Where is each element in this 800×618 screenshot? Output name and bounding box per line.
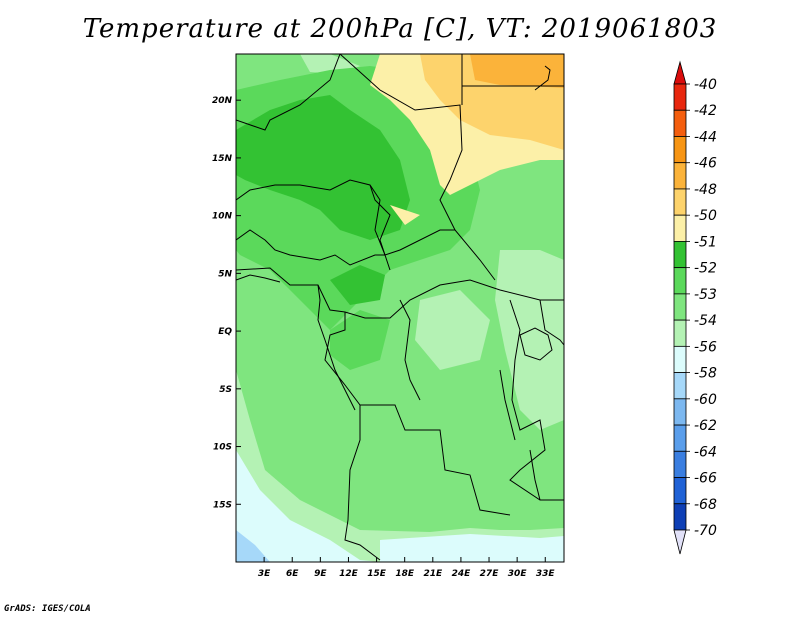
colorbar-label: -52 xyxy=(694,261,717,277)
colorbar-swatch xyxy=(673,477,687,505)
coastline-gulf xyxy=(236,274,281,283)
lat-tick-label: 10S xyxy=(213,443,232,453)
latitude-axis: 20N 15N 10N 5N EQ 5S 10S 15S xyxy=(212,96,241,510)
boundary-line-10 xyxy=(369,184,391,271)
colorbar: -40 -42 -44 -46 -48 -50 -51 -52 -53 -54 -56 -58 -60 -… xyxy=(673,60,717,555)
colorbar-label: -54 xyxy=(694,313,717,329)
lat-tick-label: 15S xyxy=(213,500,232,510)
grads-credit: GrADS: IGES/COLA xyxy=(4,604,91,614)
country-boundaries xyxy=(236,54,564,561)
lon-tick-label: 15E xyxy=(367,569,387,579)
colorbar-swatch xyxy=(673,83,687,111)
colorbar-swatch xyxy=(673,345,687,373)
colorbar-label: -50 xyxy=(694,208,717,224)
colorbar-swatch xyxy=(673,241,687,269)
lat-tick-label: 10N xyxy=(212,212,233,222)
lat-tick-label: 15N xyxy=(212,154,233,164)
lake-malawi xyxy=(529,449,541,501)
lat-tick-label: 5N xyxy=(218,269,232,279)
field-band-51 xyxy=(236,95,410,240)
lon-tick-label: 30E xyxy=(508,569,528,579)
colorbar-swatch xyxy=(673,293,687,321)
plot-title: Temperature at 200hPa [C], VT: 201906180… xyxy=(82,14,718,44)
boundary-line-12 xyxy=(509,299,564,501)
lon-tick-label: 12E xyxy=(339,569,359,579)
lon-tick-label: 6E xyxy=(286,569,299,579)
colorbar-swatch xyxy=(673,424,687,452)
colorbar-swatch xyxy=(673,503,687,531)
colorbar-swatch xyxy=(673,398,687,426)
colorbar-label: -68 xyxy=(694,497,717,513)
colorbar-label: -42 xyxy=(694,103,717,119)
lat-tick-label: EQ xyxy=(218,327,232,337)
lon-tick-label: 9E xyxy=(314,569,327,579)
field-band-58-corner xyxy=(236,530,270,562)
colorbar-label: -44 xyxy=(694,129,717,145)
lon-tick-label: 3E xyxy=(258,569,271,579)
lon-tick-label: 18E xyxy=(395,569,415,579)
colorbar-label: -48 xyxy=(694,182,717,198)
colorbar-swatch xyxy=(673,162,687,190)
field-band-56-southeast xyxy=(380,534,564,562)
colorbar-swatch xyxy=(673,450,687,478)
lon-tick-label: 27E xyxy=(480,569,500,579)
colorbar-label: -60 xyxy=(694,392,717,408)
colorbar-swatch xyxy=(673,188,687,216)
lat-tick-label: 20N xyxy=(212,96,233,106)
field-band-54-center xyxy=(415,290,490,370)
colorbar-swatch xyxy=(673,267,687,295)
boundary-line-13 xyxy=(539,299,564,346)
lake-victoria xyxy=(519,327,553,361)
colorbar-label: -56 xyxy=(694,339,717,355)
lon-tick-label: 33E xyxy=(536,569,556,579)
temperature-field xyxy=(236,54,564,562)
boundary-line-11 xyxy=(399,299,421,401)
colorbar-under-triangle xyxy=(673,529,687,555)
lon-tick-label: 21E xyxy=(423,569,443,579)
colorbar-label: -58 xyxy=(694,366,717,382)
colorbar-label: -70 xyxy=(694,523,717,539)
colorbar-label: -66 xyxy=(694,471,717,487)
boundary-line-1 xyxy=(236,267,564,319)
colorbar-label: -62 xyxy=(694,418,717,434)
colorbar-swatch xyxy=(673,372,687,400)
boundary-line-2 xyxy=(324,312,511,516)
field-band-54-south xyxy=(236,370,564,562)
boundary-line-9 xyxy=(236,229,385,266)
colorbar-label: -46 xyxy=(694,156,717,172)
colorbar-swatch xyxy=(673,109,687,137)
colorbar-swatch xyxy=(673,136,687,164)
coastline-west xyxy=(317,284,356,411)
boundary-line-4 xyxy=(236,54,341,131)
coastline-redsea xyxy=(534,65,551,91)
lon-tick-label: 24E xyxy=(452,569,472,579)
boundary-line-3 xyxy=(344,405,381,561)
field-band-54-east xyxy=(495,250,564,430)
colorbar-swatch xyxy=(673,214,687,242)
field-band-56-south xyxy=(236,450,380,562)
field-band-46 xyxy=(470,54,564,88)
longitude-axis: 3E 6E 9E 12E 15E 18E 21E 24E 27E 30E 33E xyxy=(258,557,556,579)
colorbar-label: -53 xyxy=(694,287,717,303)
colorbar-label: -40 xyxy=(694,77,717,93)
field-band-51-small xyxy=(330,265,385,305)
colorbar-label: -51 xyxy=(694,234,717,250)
lat-tick-label: 5S xyxy=(219,385,232,395)
colorbar-swatch xyxy=(673,319,687,347)
colorbar-over-triangle xyxy=(673,60,687,85)
map-frame xyxy=(235,53,565,563)
field-band-50-spot xyxy=(390,205,420,225)
lake-tanganyika xyxy=(499,369,516,441)
colorbar-label: -64 xyxy=(694,444,717,460)
boundary-line-5 xyxy=(339,54,496,281)
